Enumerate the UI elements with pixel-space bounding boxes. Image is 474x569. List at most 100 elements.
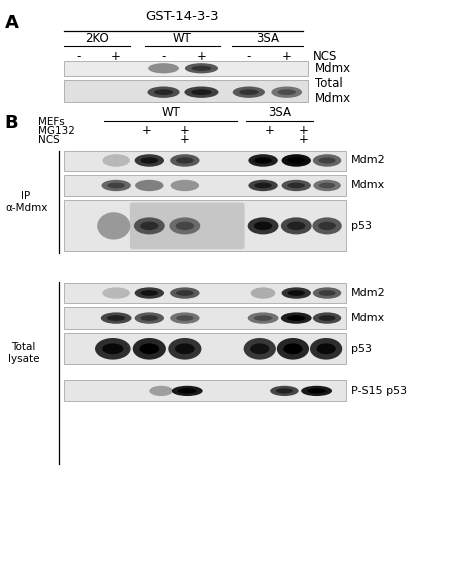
Ellipse shape	[251, 287, 275, 299]
Text: p53: p53	[351, 344, 372, 354]
Text: Mdmx: Mdmx	[315, 62, 351, 75]
Ellipse shape	[312, 217, 342, 234]
Text: NCS: NCS	[313, 51, 337, 63]
Bar	[64, 200, 346, 251]
Bar	[64, 151, 346, 171]
Ellipse shape	[135, 154, 164, 167]
Bar	[64, 307, 346, 329]
Text: +: +	[180, 134, 190, 146]
Ellipse shape	[97, 212, 130, 240]
Ellipse shape	[154, 89, 173, 95]
Ellipse shape	[170, 287, 200, 299]
Ellipse shape	[287, 290, 305, 296]
Ellipse shape	[178, 388, 196, 394]
Ellipse shape	[276, 388, 293, 394]
Text: WT: WT	[161, 106, 180, 119]
Ellipse shape	[134, 217, 165, 234]
Text: P-S15 p53: P-S15 p53	[351, 386, 407, 396]
Bar	[64, 333, 346, 364]
Ellipse shape	[318, 222, 336, 230]
Ellipse shape	[313, 287, 341, 299]
Ellipse shape	[140, 315, 158, 321]
Ellipse shape	[270, 386, 299, 396]
Ellipse shape	[277, 338, 309, 360]
Ellipse shape	[140, 222, 158, 230]
Ellipse shape	[135, 180, 164, 191]
Ellipse shape	[102, 344, 123, 354]
Ellipse shape	[254, 158, 272, 164]
Ellipse shape	[317, 344, 336, 354]
Ellipse shape	[140, 158, 158, 164]
Ellipse shape	[170, 312, 200, 324]
Text: Mdm2: Mdm2	[351, 288, 385, 298]
Ellipse shape	[287, 315, 305, 321]
Ellipse shape	[135, 312, 164, 324]
Ellipse shape	[319, 290, 336, 296]
Ellipse shape	[287, 222, 305, 230]
Text: Total
Mdmx: Total Mdmx	[315, 77, 351, 105]
Ellipse shape	[310, 338, 342, 360]
Text: -: -	[161, 51, 166, 63]
Ellipse shape	[319, 315, 336, 321]
Ellipse shape	[248, 180, 278, 191]
Text: +: +	[197, 51, 206, 63]
Ellipse shape	[287, 183, 305, 188]
Text: +: +	[282, 51, 292, 63]
Text: 3SA: 3SA	[268, 106, 291, 119]
Text: +: +	[299, 125, 308, 137]
Ellipse shape	[100, 312, 131, 324]
Text: GST-14-3-3: GST-14-3-3	[146, 10, 219, 23]
Ellipse shape	[283, 344, 302, 354]
Ellipse shape	[301, 386, 332, 396]
Ellipse shape	[191, 65, 211, 71]
Ellipse shape	[176, 315, 194, 321]
Ellipse shape	[287, 158, 305, 164]
Text: Mdmx: Mdmx	[351, 180, 385, 191]
Text: WT: WT	[173, 32, 192, 45]
Text: -: -	[76, 51, 81, 63]
Text: 2KO: 2KO	[85, 32, 109, 45]
Ellipse shape	[175, 222, 194, 230]
Text: Mdm2: Mdm2	[351, 155, 385, 166]
Ellipse shape	[281, 217, 311, 234]
Ellipse shape	[168, 338, 201, 360]
Ellipse shape	[102, 154, 130, 167]
FancyBboxPatch shape	[130, 203, 245, 249]
Ellipse shape	[191, 89, 212, 95]
Ellipse shape	[313, 312, 341, 324]
Ellipse shape	[102, 287, 130, 299]
Ellipse shape	[307, 388, 326, 394]
Ellipse shape	[184, 86, 219, 98]
Ellipse shape	[313, 154, 341, 167]
Bar	[64, 380, 346, 401]
Ellipse shape	[101, 180, 131, 191]
Ellipse shape	[244, 338, 276, 360]
Ellipse shape	[176, 290, 194, 296]
Text: -: -	[246, 51, 251, 63]
Ellipse shape	[271, 86, 302, 98]
Text: +: +	[299, 134, 308, 146]
Ellipse shape	[139, 344, 159, 354]
Ellipse shape	[248, 312, 279, 324]
Text: IP
α-Mdmx: IP α-Mdmx	[5, 191, 47, 213]
Ellipse shape	[254, 183, 272, 188]
Text: Mdmx: Mdmx	[351, 313, 385, 323]
Ellipse shape	[175, 344, 195, 354]
Text: 3SA: 3SA	[256, 32, 279, 45]
Text: Total
lysate: Total lysate	[8, 342, 39, 364]
Ellipse shape	[319, 158, 336, 164]
Text: MEFs: MEFs	[38, 117, 64, 127]
Text: NCS: NCS	[38, 135, 60, 145]
Ellipse shape	[170, 154, 200, 167]
Bar	[64, 61, 308, 76]
Ellipse shape	[147, 86, 180, 98]
Ellipse shape	[172, 386, 203, 396]
Ellipse shape	[140, 290, 158, 296]
Ellipse shape	[171, 180, 199, 191]
Text: B: B	[5, 114, 18, 132]
Text: p53: p53	[351, 221, 372, 231]
Ellipse shape	[250, 344, 269, 354]
Ellipse shape	[248, 217, 279, 234]
Ellipse shape	[170, 217, 200, 234]
Ellipse shape	[239, 89, 258, 95]
